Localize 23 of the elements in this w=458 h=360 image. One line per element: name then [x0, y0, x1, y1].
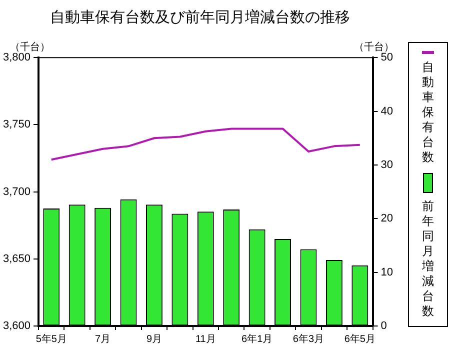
- y2-axis-title: （千台）: [354, 40, 394, 53]
- y2-tick-label: 40: [380, 105, 394, 118]
- y2-tick-label: 10: [380, 266, 394, 278]
- legend-label: 自動車保有台数: [422, 60, 434, 165]
- x-tick-label: 6年3月: [292, 332, 324, 345]
- x-tick-label: 5年5月: [36, 332, 67, 345]
- y-tick-label: 3,800: [2, 52, 31, 64]
- y2-tick-label: 30: [380, 158, 394, 171]
- x-tick-label: 9月: [146, 334, 162, 345]
- x-tick-label: 6年5月: [344, 332, 376, 345]
- y2-tick-label: 0: [380, 320, 387, 332]
- x-tick-label: 7月: [95, 334, 111, 345]
- y-tick-label: 3,600: [2, 320, 31, 332]
- chart-title: 自動車保有台数及び前年同月増減台数の推移: [49, 8, 351, 27]
- y-tick-label: 3,700: [2, 186, 31, 198]
- y2-tick-label: 50: [380, 52, 394, 64]
- y2-tick-label: 20: [380, 212, 394, 225]
- x-tick-label: 6年1月: [242, 332, 273, 345]
- x-tick-label: 11月: [195, 334, 216, 345]
- legend-label: 前年同月増減台数: [422, 199, 434, 319]
- y-tick-label: 3,750: [2, 118, 31, 131]
- y-axis-title: （千台）: [10, 40, 50, 53]
- y-tick-label: 3,650: [2, 252, 31, 265]
